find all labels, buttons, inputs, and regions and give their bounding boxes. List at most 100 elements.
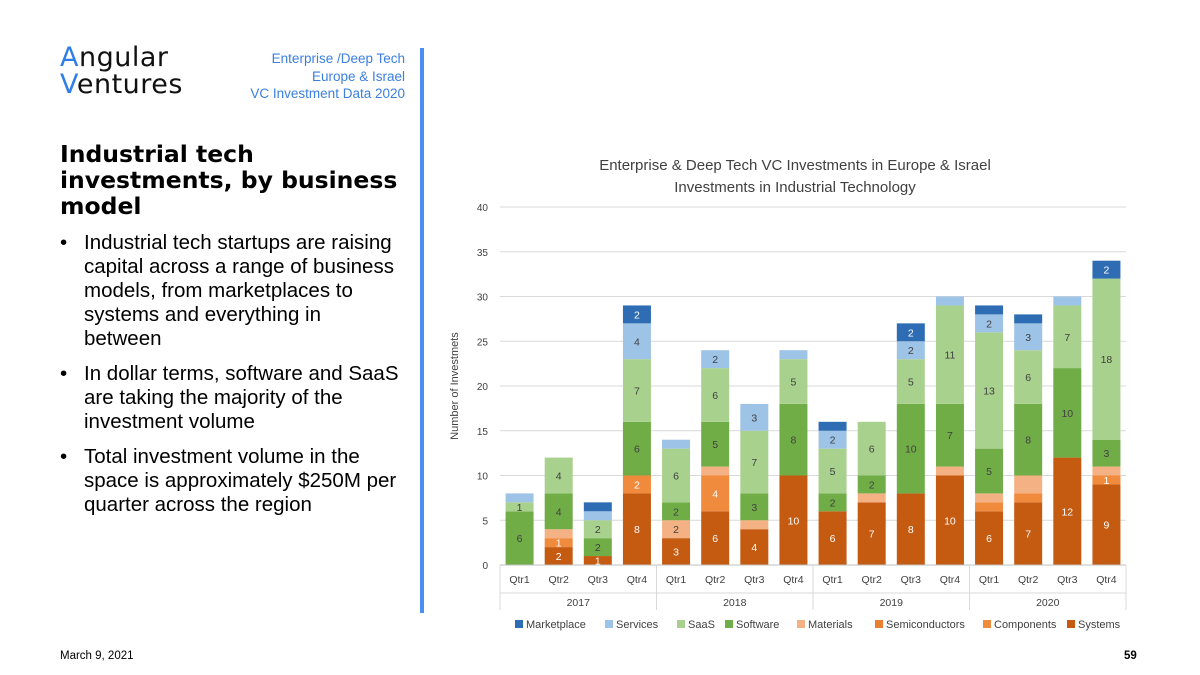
bar-segment-saas (583, 520, 612, 539)
footer-date: March 9, 2021 (60, 650, 134, 662)
bar-segment-systems (1092, 484, 1121, 565)
bar-segment-marketplace (622, 305, 651, 324)
logo-text: entures (76, 69, 183, 100)
bar-segment-software (583, 538, 612, 557)
x-tick-label: Qtr1 (666, 574, 687, 586)
legend-label: SaaS (688, 619, 715, 631)
bar-segment-components (544, 538, 573, 548)
data-label: 3 (1104, 448, 1110, 460)
data-label: 2 (595, 542, 601, 554)
data-label: 6 (986, 533, 992, 545)
data-label: 5 (986, 466, 992, 478)
bar-segment-saas (505, 502, 534, 512)
bar-segment-materials (662, 520, 691, 539)
page-number: 59 (1124, 650, 1137, 662)
data-label: 3 (1025, 332, 1031, 344)
data-label: 10 (944, 515, 956, 527)
bar-segment-services (583, 511, 612, 521)
bar-segment-saas (701, 368, 730, 422)
bar-segment-software (975, 448, 1004, 494)
bar-segment-software (701, 421, 730, 467)
bar-segment-software (818, 493, 847, 512)
bar-segment-marketplace (975, 305, 1004, 315)
data-label: 3 (751, 502, 757, 514)
data-label: 7 (869, 529, 875, 541)
y-tick-label: 0 (482, 561, 488, 572)
bullet-list: Industrial tech startups are raising cap… (60, 231, 400, 528)
logo-accent-letter: V (60, 69, 77, 100)
data-label: 3 (673, 547, 679, 559)
data-label: 2 (869, 479, 875, 491)
data-label: 10 (905, 444, 917, 456)
data-label: 4 (556, 506, 562, 518)
data-label: 2 (986, 318, 992, 330)
bar-segment-marketplace (1092, 260, 1121, 279)
bar-segment-software (935, 403, 964, 467)
data-label: 6 (673, 471, 679, 483)
x-group-label: 2017 (567, 597, 591, 609)
bar-segment-saas (1092, 278, 1121, 440)
data-label: 8 (1025, 435, 1031, 447)
data-label: 2 (673, 524, 679, 536)
bar-segment-software (544, 493, 573, 530)
bar-segment-saas (1053, 305, 1082, 369)
data-label: 4 (556, 471, 562, 483)
bar-segment-systems (622, 493, 651, 565)
y-tick-label: 35 (477, 248, 489, 259)
bar-segment-materials (544, 529, 573, 539)
data-label: 11 (944, 350, 955, 362)
bar-segment-saas (896, 359, 925, 404)
bar-segment-materials (701, 466, 730, 476)
bar-segment-systems (740, 529, 769, 565)
data-label: 4 (712, 488, 718, 500)
legend-swatch (1067, 620, 1075, 628)
data-label: 3 (751, 412, 757, 424)
x-tick-label: Qtr4 (1096, 574, 1117, 586)
bar-segment-saas (622, 359, 651, 422)
bar-segment-software (740, 493, 769, 521)
data-label: 2 (712, 354, 718, 366)
x-tick-label: Qtr1 (979, 574, 1000, 586)
bar-segment-systems (857, 502, 886, 565)
bar-segment-saas (779, 359, 808, 404)
data-label: 5 (791, 377, 797, 389)
data-label: 6 (830, 533, 836, 545)
bar-segment-components (1092, 475, 1121, 485)
bar-segment-saas (740, 430, 769, 494)
data-label: 2 (634, 309, 640, 321)
legend-swatch (677, 620, 685, 628)
data-label: 10 (1061, 408, 1073, 420)
y-tick-label: 40 (477, 203, 489, 214)
bar-segment-services (1053, 296, 1082, 306)
bar-segment-services (1014, 323, 1043, 351)
data-label: 5 (908, 377, 914, 389)
legend-label: Marketplace (526, 619, 586, 631)
bar-segment-systems (818, 511, 847, 565)
chart-title: Enterprise & Deep Tech VC Investments in… (599, 157, 991, 174)
logo-line-1: Angular (60, 44, 183, 71)
data-label: 2 (830, 497, 836, 509)
bar-segment-software (622, 421, 651, 476)
bar-segment-marketplace (896, 323, 925, 342)
legend-swatch (875, 620, 883, 628)
x-tick-label: Qtr3 (1057, 574, 1078, 586)
data-label: 7 (947, 430, 953, 442)
data-label: 2 (908, 345, 914, 357)
data-label: 2 (556, 551, 562, 563)
bullet-item: Total investment volume in the space is … (60, 445, 400, 517)
data-label: 10 (788, 515, 800, 527)
data-label: 5 (712, 439, 718, 451)
logo-accent-letter: A (60, 42, 79, 73)
data-label: 8 (634, 524, 640, 536)
bar-segment-components (1014, 493, 1043, 503)
data-label: 1 (1104, 475, 1110, 487)
data-label: 2 (673, 506, 679, 518)
bar-segment-services (818, 430, 847, 449)
bullet-item: Industrial tech startups are raising cap… (60, 231, 400, 351)
bar-segment-services (975, 314, 1004, 333)
y-tick-label: 10 (477, 472, 489, 483)
tagline-line: Enterprise /Deep Tech (271, 51, 405, 66)
bar-segment-saas (975, 332, 1004, 449)
x-tick-label: Qtr1 (509, 574, 530, 586)
